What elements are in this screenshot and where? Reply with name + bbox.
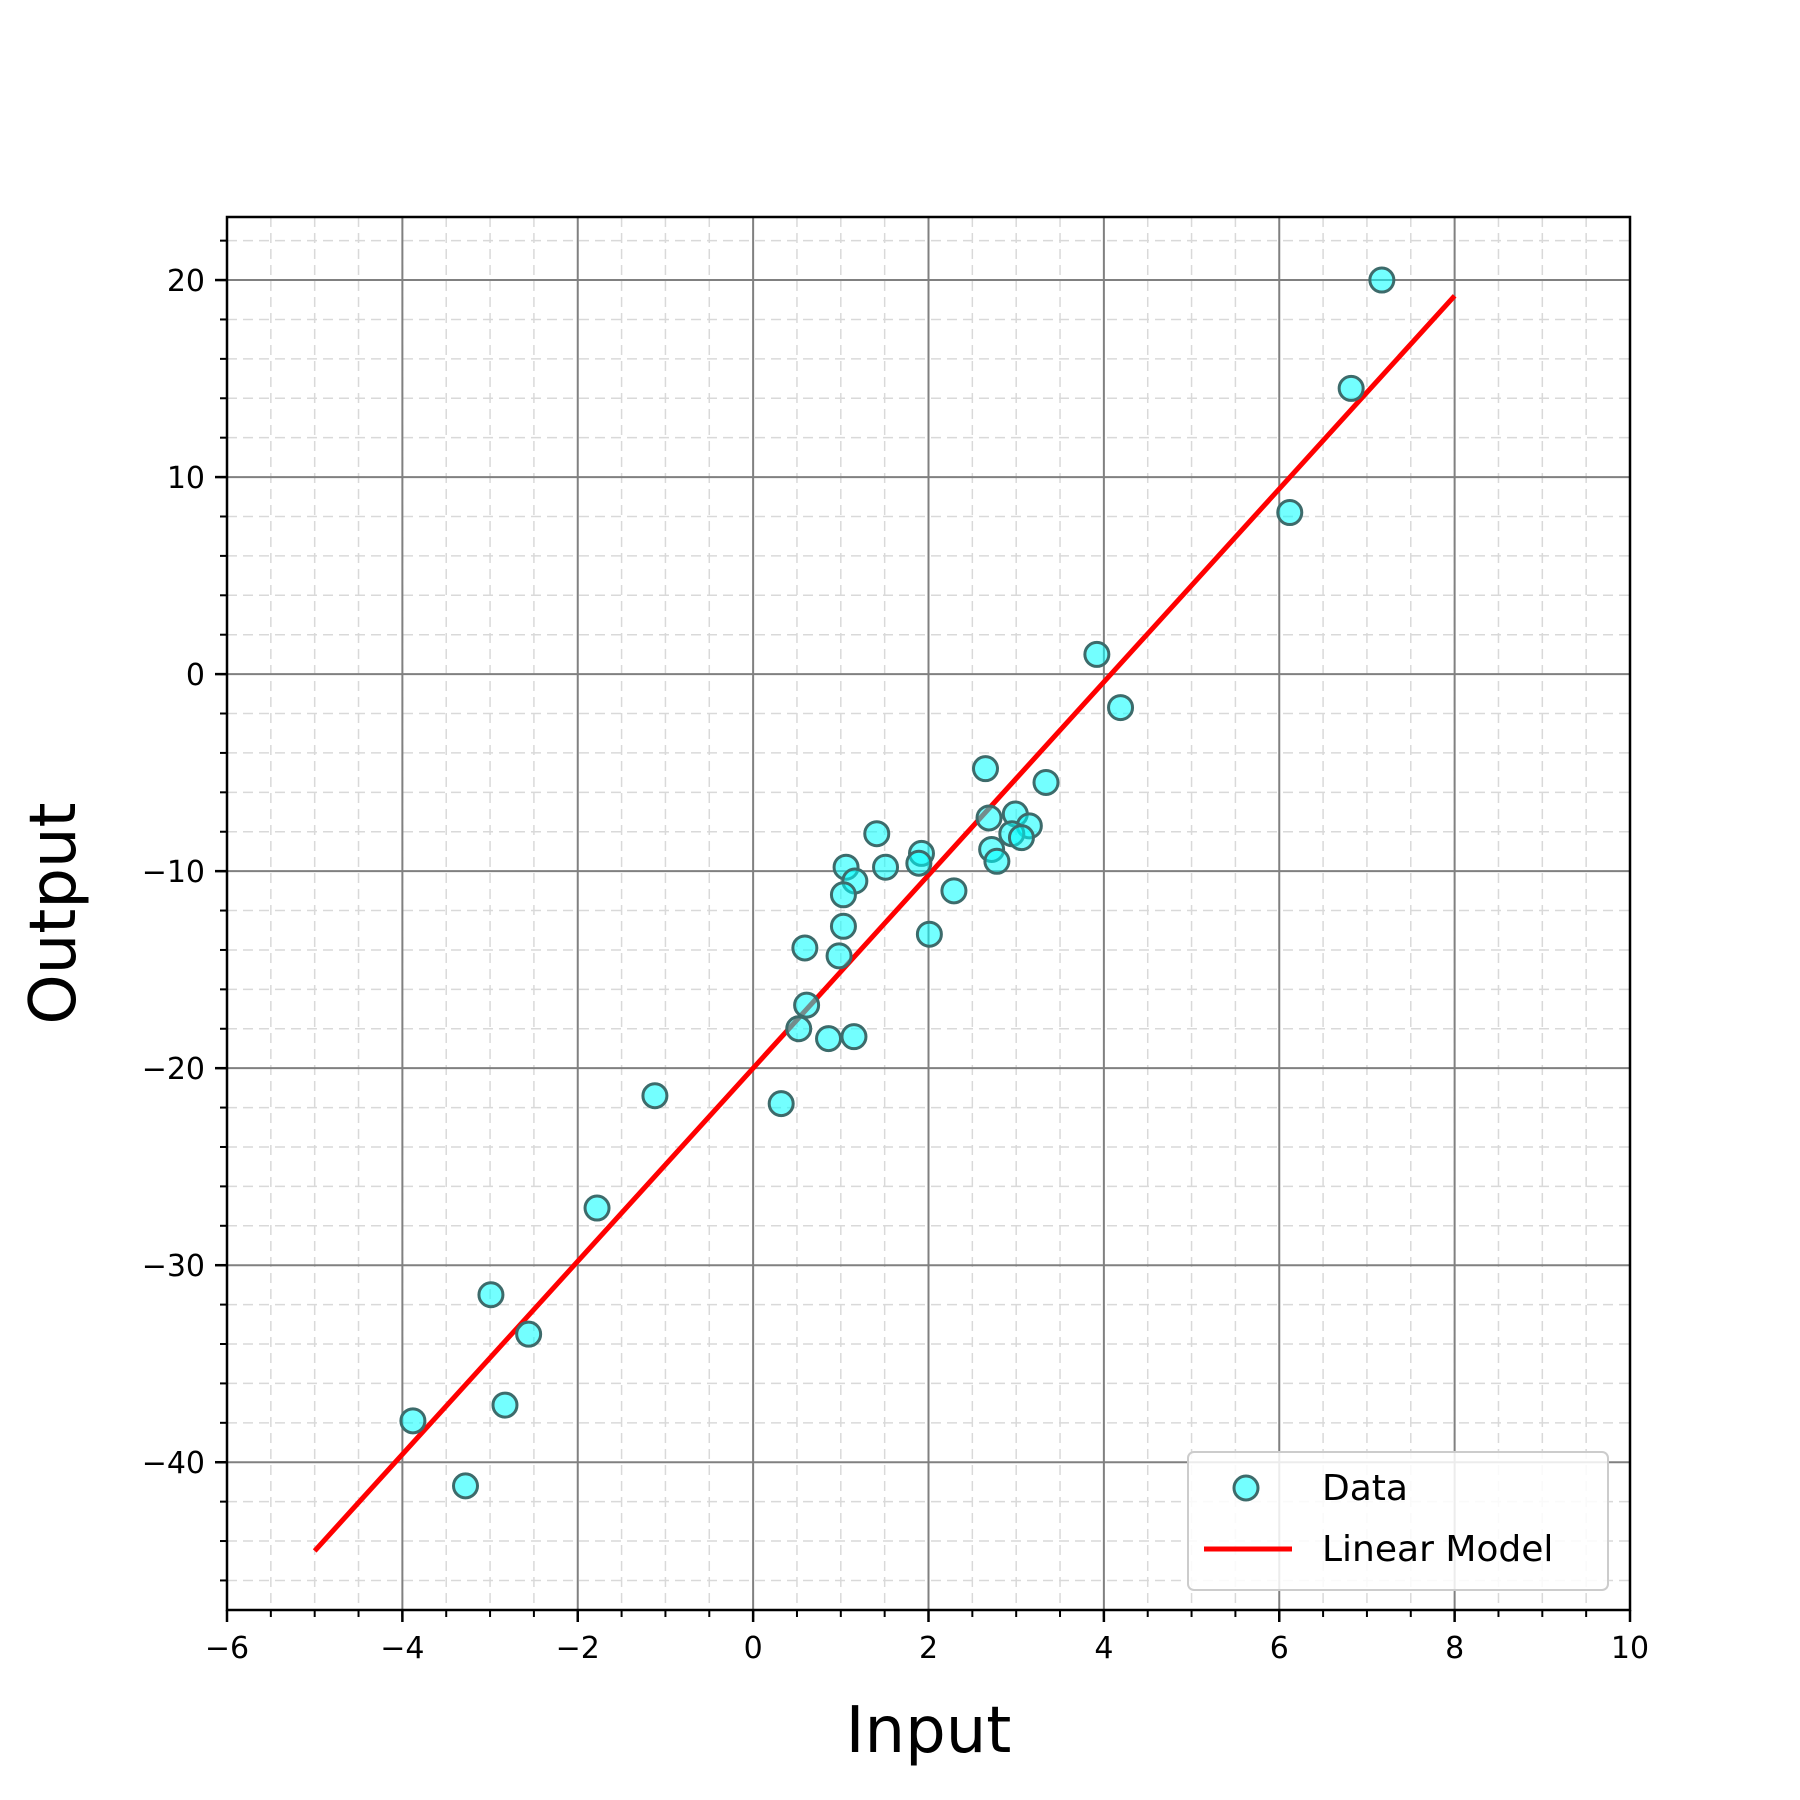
data-point — [1107, 694, 1135, 722]
x-tick-label: 10 — [1611, 1631, 1649, 1666]
data-point — [983, 847, 1011, 875]
data-point — [399, 1407, 427, 1435]
y-tick-label: −40 — [142, 1446, 205, 1481]
y-tick-label: −10 — [142, 855, 205, 890]
data-points — [399, 266, 1396, 1500]
data-point — [491, 1391, 519, 1419]
y-tick-label: −20 — [142, 1052, 205, 1087]
major-grid — [227, 217, 1630, 1610]
legend-label-linear-model: Linear Model — [1322, 1529, 1553, 1570]
data-point — [840, 1023, 868, 1051]
data-point — [1368, 266, 1396, 294]
data-point — [452, 1472, 480, 1500]
x-axis-label: Input — [846, 1694, 1012, 1768]
y-tick-label: −30 — [142, 1249, 205, 1284]
model-line-layer — [312, 294, 1457, 1553]
data-point — [515, 1320, 543, 1348]
data-point — [975, 804, 1003, 832]
data-point — [1276, 499, 1304, 527]
axis-ticks — [215, 239, 1632, 1622]
data-point — [641, 1082, 669, 1110]
data-point — [863, 820, 891, 848]
legend-label-data: Data — [1322, 1468, 1408, 1509]
data-point — [829, 912, 857, 940]
data-point — [791, 934, 819, 962]
data-point — [872, 853, 900, 881]
y-tick-label: 20 — [167, 264, 205, 299]
x-tick-label: 6 — [1270, 1631, 1289, 1666]
data-point — [1337, 374, 1365, 402]
legend: Data Linear Model — [1187, 1451, 1609, 1591]
data-point — [905, 849, 933, 877]
x-tick-label: −4 — [380, 1631, 424, 1666]
data-point — [971, 755, 999, 783]
data-point — [829, 881, 857, 909]
linear-model-line — [312, 294, 1457, 1553]
data-point — [915, 920, 943, 948]
x-tick-label: 4 — [1094, 1631, 1113, 1666]
data-point — [825, 942, 853, 970]
x-tick-label: −2 — [556, 1631, 600, 1666]
y-tick-label: 0 — [186, 658, 205, 693]
x-tick-label: 8 — [1445, 1631, 1464, 1666]
x-tick-label: 2 — [919, 1631, 938, 1666]
data-point — [583, 1194, 611, 1222]
data-point — [1007, 824, 1035, 852]
data-point — [940, 877, 968, 905]
y-tick-label: 10 — [167, 461, 205, 496]
data-point — [785, 1015, 813, 1043]
data-point — [1032, 768, 1060, 796]
y-axis-label: Output — [17, 802, 91, 1024]
legend-marker-data — [1232, 1474, 1260, 1502]
data-point — [815, 1025, 843, 1053]
data-point — [793, 991, 821, 1019]
x-tick-label: −6 — [205, 1631, 249, 1666]
data-point — [767, 1090, 795, 1118]
data-point — [477, 1281, 505, 1309]
data-point — [1083, 640, 1111, 668]
x-tick-label: 0 — [744, 1631, 763, 1666]
legend-box — [1187, 1451, 1609, 1591]
